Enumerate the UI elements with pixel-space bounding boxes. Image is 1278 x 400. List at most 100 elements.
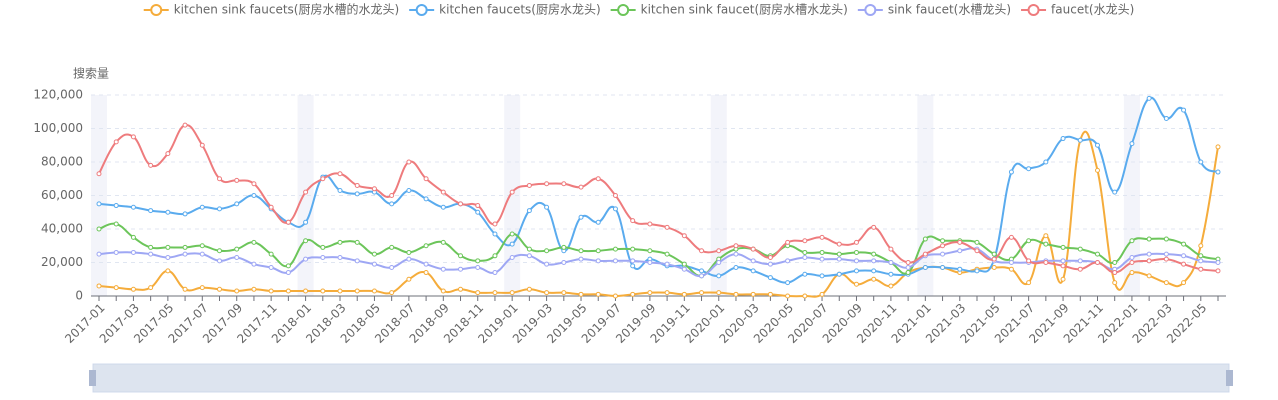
data-point: [871, 276, 877, 282]
data-point: [96, 201, 102, 207]
data-point: [234, 177, 240, 183]
data-point: [1026, 258, 1032, 264]
data-point: [974, 239, 980, 245]
data-point: [664, 224, 670, 230]
data-point: [802, 238, 808, 244]
data-point: [406, 159, 412, 165]
data-point: [475, 290, 481, 296]
data-point: [664, 251, 670, 257]
data-point: [303, 256, 309, 262]
data-point: [1112, 280, 1118, 286]
data-point: [957, 266, 963, 272]
legend-item[interactable]: kitchen faucets(厨房水龙头): [409, 2, 601, 17]
data-point: [733, 251, 739, 257]
data-point: [113, 285, 119, 291]
data-point: [767, 261, 773, 267]
data-point: [940, 265, 946, 271]
data-point: [716, 273, 722, 279]
data-point: [836, 271, 842, 277]
data-point: [1060, 136, 1066, 142]
zoom-handle[interactable]: [89, 370, 96, 386]
data-point: [475, 203, 481, 209]
data-point: [96, 171, 102, 177]
data-point: [509, 254, 515, 260]
data-point: [337, 239, 343, 245]
data-point: [182, 244, 188, 250]
data-point: [96, 226, 102, 232]
data-point: [113, 221, 119, 227]
data-point: [647, 260, 653, 265]
data-point: [199, 285, 205, 291]
data-point: [1181, 253, 1187, 259]
data-point: [836, 241, 842, 247]
data-point: [595, 248, 601, 254]
zoom-handle[interactable]: [1226, 370, 1233, 386]
data-point: [251, 181, 257, 187]
data-point: [1129, 254, 1135, 260]
data-point: [1094, 251, 1100, 257]
data-point: [182, 122, 188, 128]
data-point: [354, 239, 360, 245]
data-point: [285, 219, 291, 225]
data-point: [802, 271, 808, 277]
legend-item[interactable]: kitchen sink faucets(厨房水槽的水龙头): [143, 2, 399, 17]
data-point: [234, 246, 240, 252]
data-point: [1146, 273, 1152, 279]
data-point: [819, 256, 825, 262]
data-point: [1198, 253, 1204, 259]
data-point: [475, 258, 481, 264]
data-point: [905, 265, 911, 271]
data-point: [1129, 270, 1135, 276]
data-point: [699, 290, 705, 296]
data-point: [371, 288, 377, 294]
data-point: [630, 291, 636, 297]
legend-label: kitchen faucets(厨房水龙头): [439, 2, 600, 17]
data-point: [991, 256, 997, 262]
data-point: [595, 176, 601, 182]
legend-item[interactable]: faucet(水龙头): [1021, 3, 1134, 17]
data-point: [630, 258, 636, 264]
data-point: [303, 219, 309, 225]
data-point: [458, 253, 464, 259]
data-point: [836, 256, 842, 262]
data-point: [1198, 243, 1204, 249]
data-point: [716, 260, 722, 265]
data-point: [819, 273, 825, 279]
data-point: [1198, 266, 1204, 272]
data-point: [802, 254, 808, 260]
data-point: [836, 251, 842, 257]
data-point: [888, 271, 894, 277]
legend-item[interactable]: kitchen sink faucet(厨房水槽水龙头): [610, 2, 848, 17]
legend-item[interactable]: sink faucet(水槽龙头): [857, 3, 1011, 17]
data-point: [1043, 241, 1049, 247]
data-point: [1077, 246, 1083, 252]
data-point: [664, 290, 670, 296]
legend-symbol: [864, 4, 877, 16]
data-point: [785, 258, 791, 264]
data-point: [647, 248, 653, 254]
data-point: [699, 268, 705, 274]
data-point: [492, 290, 498, 296]
data-point: [612, 246, 618, 252]
data-point: [1181, 280, 1187, 286]
data-point: [716, 290, 722, 296]
legend-symbol: [1027, 4, 1040, 16]
data-point: [1198, 258, 1204, 264]
data-point: [905, 260, 911, 265]
data-point: [440, 288, 446, 294]
data-point: [630, 263, 636, 269]
legend-label: kitchen sink faucets(厨房水槽的水龙头): [174, 2, 399, 17]
data-point: [199, 204, 205, 210]
legend-label: sink faucet(水槽龙头): [888, 3, 1011, 17]
y-tick-label: 60,000: [41, 188, 83, 202]
data-point: [285, 270, 291, 276]
data-point: [871, 258, 877, 264]
data-point: [922, 251, 928, 257]
data-point: [130, 134, 136, 140]
data-point: [492, 270, 498, 276]
data-point: [1215, 260, 1221, 265]
data-point: [1060, 263, 1066, 269]
data-point: [561, 244, 567, 250]
data-point: [268, 251, 274, 257]
data-point: [337, 171, 343, 177]
